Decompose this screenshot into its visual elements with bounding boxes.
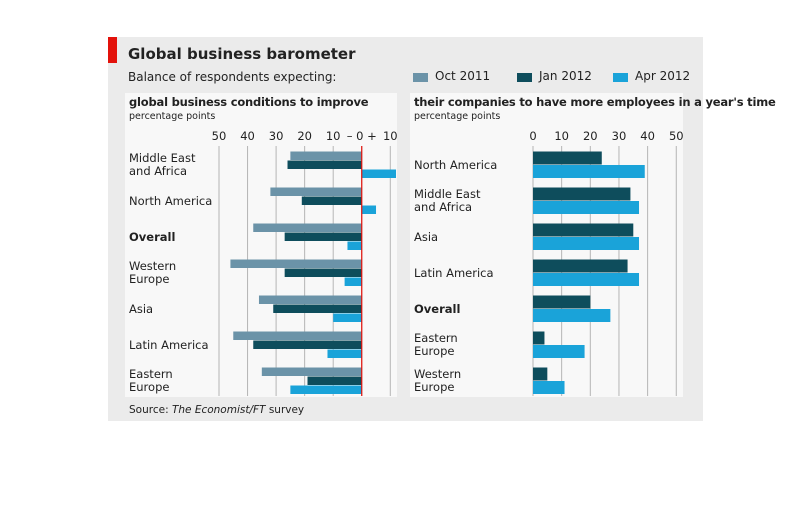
- bar: [301, 196, 362, 205]
- bar: [287, 160, 362, 169]
- bar: [284, 232, 362, 241]
- category-label: North America: [414, 157, 498, 172]
- legend-label: Apr 2012: [635, 69, 691, 83]
- bar: [533, 223, 634, 237]
- category-label: Eastern Europe: [129, 367, 173, 394]
- bar: [290, 385, 362, 394]
- category-label: Eastern Europe: [414, 331, 458, 358]
- category-label: Overall: [129, 229, 176, 244]
- x-tick-label: 30: [611, 129, 627, 143]
- category-label: North America: [129, 193, 213, 208]
- x-tick-label: – 0 +: [346, 129, 377, 143]
- bar: [533, 259, 628, 273]
- bar: [533, 309, 611, 322]
- bar: [347, 241, 362, 250]
- x-tick-label: 30: [268, 129, 284, 143]
- title: Global business barometer: [128, 45, 356, 63]
- accent-bar: [108, 37, 117, 63]
- x-tick-label: 10: [325, 129, 341, 143]
- category-label: Middle East and Africa: [414, 187, 481, 214]
- bar: [533, 165, 645, 178]
- bar: [533, 331, 545, 345]
- bar: [270, 187, 362, 196]
- x-tick-label: 20: [582, 129, 598, 143]
- legend-label: Jan 2012: [539, 69, 592, 83]
- category-label: Latin America: [129, 337, 209, 352]
- category-label: Asia: [414, 229, 439, 244]
- bar: [344, 277, 362, 286]
- source-suffix: survey: [268, 404, 305, 416]
- x-tick-label: 40: [640, 129, 655, 143]
- category-label: Asia: [129, 301, 154, 316]
- bar: [533, 187, 631, 201]
- x-tick-label: 50: [668, 129, 684, 143]
- bar: [533, 381, 565, 394]
- bar: [533, 151, 602, 165]
- bar: [533, 273, 640, 286]
- source: Source: The Economist/FT survey: [129, 404, 304, 417]
- x-tick-label: 0: [529, 129, 537, 143]
- bar: [233, 331, 362, 340]
- category-label: Latin America: [414, 265, 494, 280]
- legend-swatch: [413, 73, 428, 82]
- legend-label: Oct 2011: [435, 69, 491, 83]
- x-tick-label: 50: [211, 129, 227, 143]
- bar: [533, 345, 585, 358]
- category-label: Western Europe: [414, 367, 462, 394]
- x-tick-label: 40: [240, 129, 255, 143]
- category-label: Overall: [414, 301, 461, 316]
- legend-swatch: [613, 73, 628, 82]
- chart-title: global business conditions to improve: [129, 95, 369, 109]
- legend-swatch: [517, 73, 532, 82]
- category-label: Middle East and Africa: [129, 151, 196, 178]
- bar: [253, 340, 362, 349]
- bar: [533, 237, 640, 250]
- bar: [533, 295, 591, 309]
- bar: [533, 367, 548, 381]
- bar: [361, 169, 396, 178]
- bar: [333, 313, 362, 322]
- source-prefix: Source:: [129, 404, 169, 416]
- bar: [273, 304, 362, 313]
- x-tick-label: 10: [554, 129, 569, 143]
- bar: [533, 201, 640, 214]
- bar: [261, 367, 362, 376]
- x-tick-label: 20: [297, 129, 312, 143]
- category-label: Western Europe: [129, 259, 177, 286]
- bar: [258, 295, 362, 304]
- subtitle: Balance of respondents expecting:: [128, 70, 337, 84]
- bar: [307, 376, 362, 385]
- x-tick-label: 10: [382, 129, 398, 143]
- bar: [327, 349, 362, 358]
- source-italic: The Economist/FT: [171, 404, 266, 416]
- bar: [253, 223, 362, 232]
- bar: [230, 259, 362, 268]
- bar: [290, 151, 362, 160]
- chart-title: their companies to have more employees i…: [414, 95, 776, 109]
- bar: [284, 268, 362, 277]
- chart-subtitle: percentage points: [129, 111, 216, 122]
- chart-subtitle: percentage points: [414, 111, 501, 122]
- bar: [361, 205, 377, 214]
